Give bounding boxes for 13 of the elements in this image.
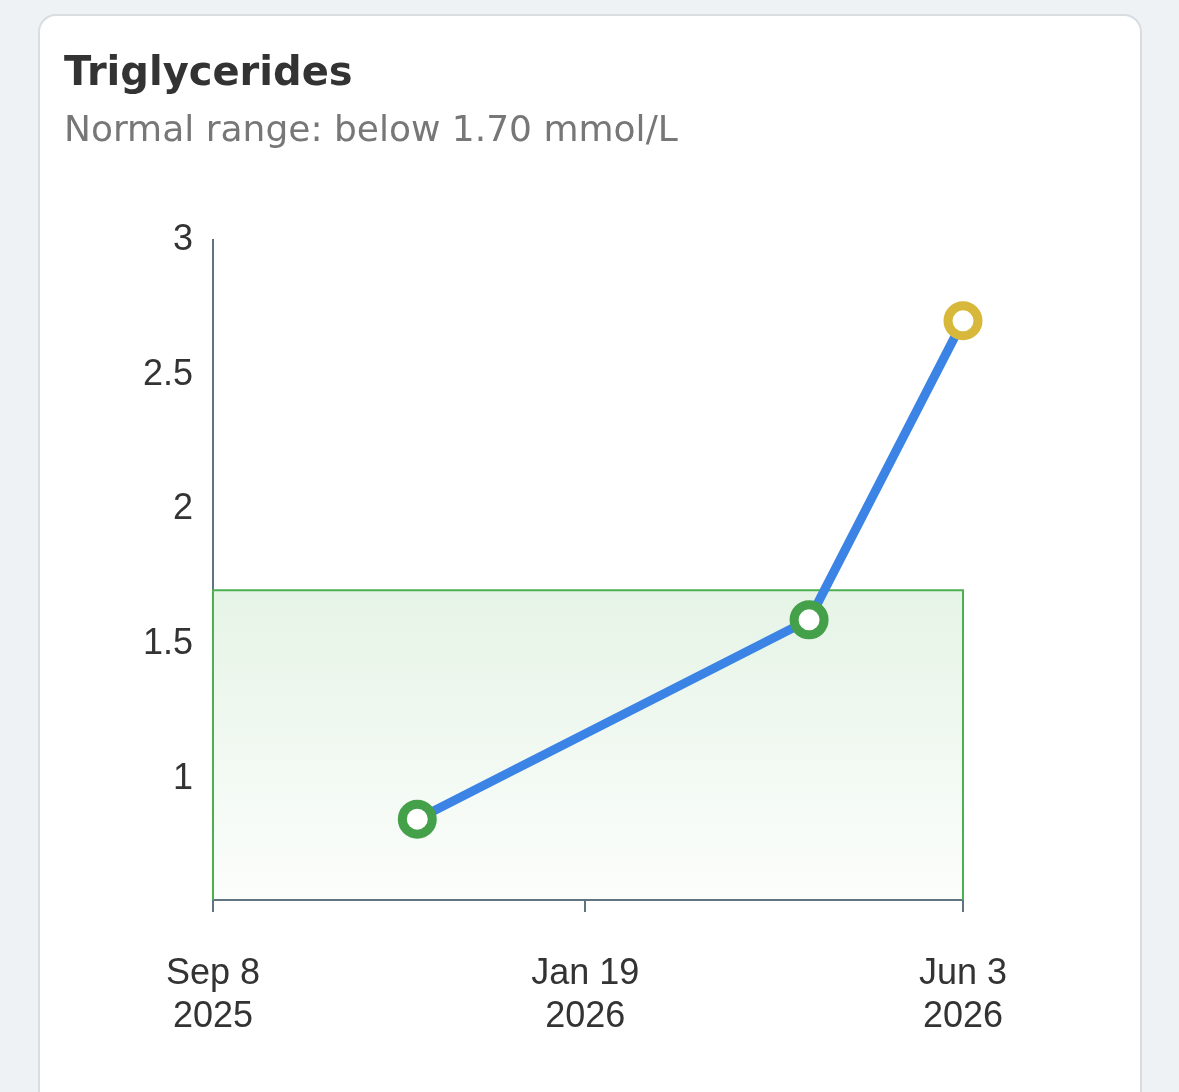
- x-tick-label: Sep 8 2025: [165, 950, 261, 1035]
- point: [397, 799, 437, 839]
- chart-title: Triglycerides: [64, 48, 353, 94]
- y-tick-label: 1.5: [142, 621, 193, 662]
- x-tick-label: Jan 19 2026: [531, 950, 640, 1035]
- y-tick-label: 3: [172, 216, 193, 258]
- point: [943, 301, 983, 341]
- y-tick-label: 1: [172, 755, 193, 797]
- chart-subtitle: Normal range: below 1.70 mmol/L: [64, 108, 678, 149]
- x-tick-label: Jun 3 2026: [918, 950, 1008, 1035]
- y-tick-label: 2: [172, 486, 193, 528]
- point: [789, 600, 829, 640]
- y-tick-label: 2.5: [142, 351, 193, 393]
